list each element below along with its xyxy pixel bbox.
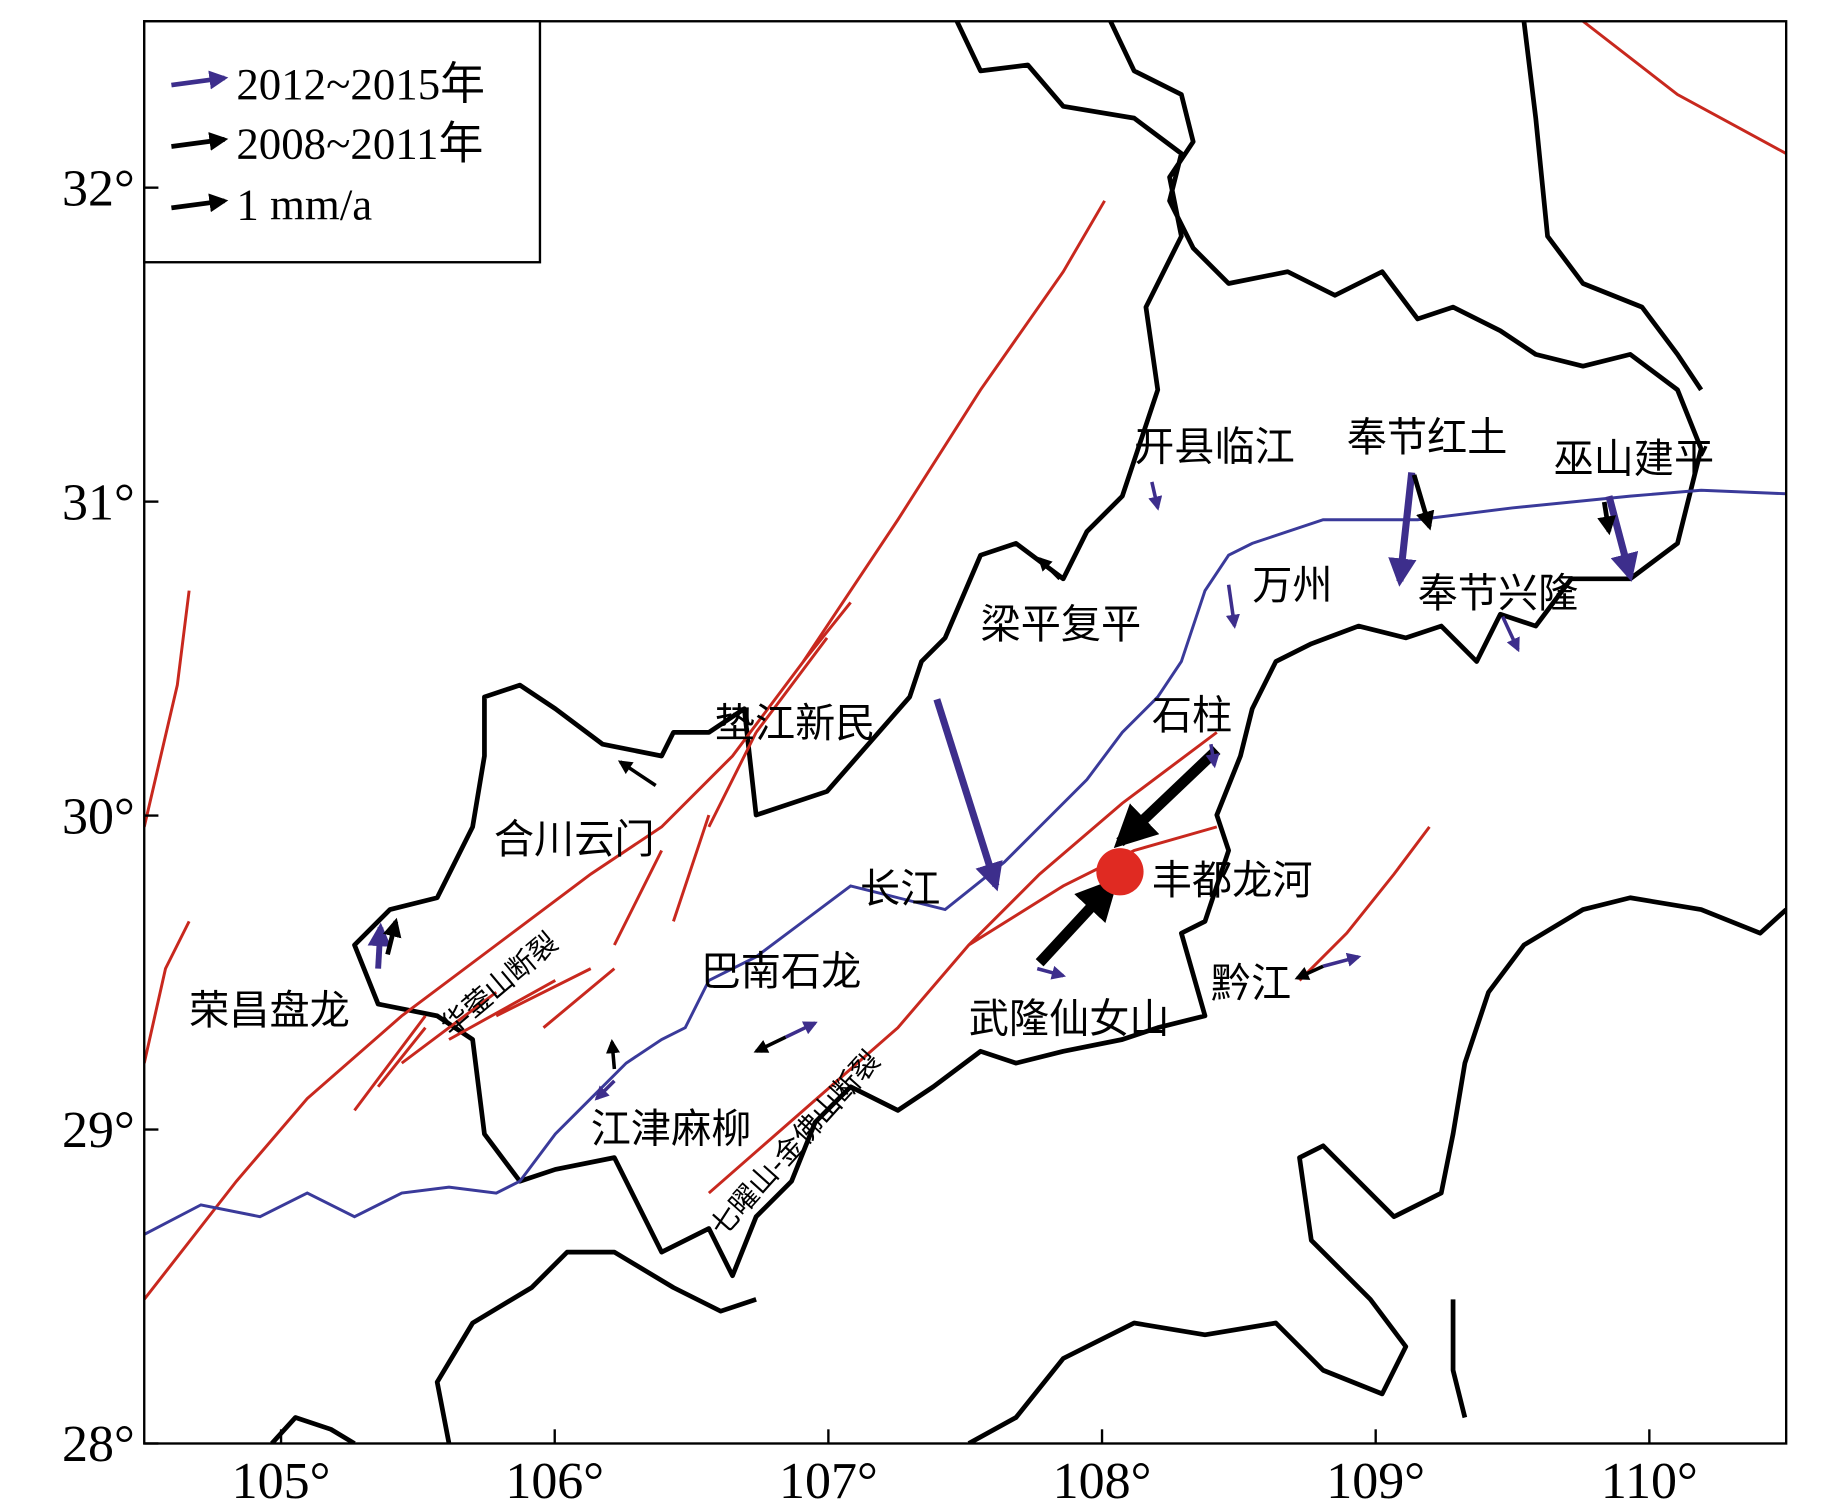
y-tick-label: 29°: [62, 1102, 135, 1159]
place-label: 开县临江: [1134, 425, 1295, 471]
velocity-arrow: [753, 1035, 787, 1053]
place-label: 黔江: [1211, 961, 1291, 1007]
velocity-arrow: [1036, 965, 1066, 980]
place-label: 武隆仙女山: [969, 996, 1170, 1042]
river: [144, 488, 1787, 1236]
fault: [707, 21, 1787, 1195]
velocity-arrow: [1113, 746, 1221, 849]
epicenter: [1096, 848, 1144, 896]
velocity-arrow: [605, 1039, 621, 1070]
legend-arrow: [171, 193, 229, 213]
velocity-arrow: [1294, 964, 1324, 980]
place-labels: 开县临江 奉节红土 巫山建平 万州 梁平复平 奉节兴隆 垫江新民 石柱 合川云门…: [189, 415, 1714, 1242]
place-label: 巴南石龙: [701, 949, 862, 995]
x-tick-label: 110°: [1601, 1453, 1698, 1510]
y-tick-label: 31°: [62, 474, 135, 531]
y-tick-label: 32°: [62, 160, 135, 217]
velocity-arrow: [1322, 952, 1362, 968]
legend-arrow: [171, 70, 229, 90]
place-label: 奉节兴隆: [1418, 571, 1579, 617]
velocity-arrow: [1225, 584, 1240, 629]
velocity-arrow: [594, 1079, 616, 1101]
boundary: [434, 1249, 757, 1444]
fault: [144, 200, 1106, 1301]
place-label: 长江: [860, 866, 940, 912]
velocity-arrow: [383, 917, 402, 956]
legend-label: 1 mm/a: [236, 180, 372, 230]
velocity-arrow: [1597, 501, 1616, 536]
velocity-arrow: [1411, 474, 1435, 531]
velocity-arrow: [1605, 495, 1639, 582]
legend-label: 2012~2015年: [236, 59, 485, 109]
place-label: 奉节红土: [1347, 415, 1508, 461]
boundary: [967, 895, 1787, 1444]
velocity-arrow: [1205, 743, 1220, 769]
velocity-arrow: [1388, 472, 1417, 587]
velocity-arrow: [1501, 615, 1520, 653]
legend: 2012~2015年 2008~2011年 1 mm/a: [143, 20, 542, 264]
place-label: 丰都龙河: [1152, 858, 1313, 904]
place-label: 万州: [1252, 563, 1332, 609]
place-label: 江津麻柳: [591, 1106, 752, 1152]
velocity-arrow: [1148, 481, 1163, 511]
boundary: [352, 21, 1704, 1279]
x-tick-label: 106°: [505, 1453, 604, 1510]
frame: [143, 20, 1788, 1445]
velocity-arrow: [1035, 877, 1119, 967]
boundary: [1450, 1299, 1468, 1419]
legend-label: 2008~2011年: [236, 118, 483, 168]
boundary: [270, 1415, 356, 1444]
y-tick-label: 30°: [62, 788, 135, 845]
x-tick-label: 105°: [232, 1453, 331, 1510]
place-label: 巫山建平: [1553, 437, 1714, 483]
x-tick-label: 107°: [779, 1453, 878, 1510]
place-label: 石柱: [1152, 693, 1232, 739]
velocity-arrow: [1037, 556, 1061, 581]
x-tick-label: 109°: [1326, 1453, 1425, 1510]
velocity-arrow: [933, 698, 1003, 892]
place-label: 荣昌盘龙: [189, 988, 350, 1034]
basemap: [144, 21, 1787, 1444]
velocity-arrow: [367, 922, 392, 969]
velocity-arrow: [617, 760, 657, 788]
velocity-arrow: [784, 1021, 818, 1039]
place-label: 垫江新民: [715, 701, 876, 747]
x-tick-label: 108°: [1053, 1453, 1152, 1510]
fault: [144, 590, 852, 1112]
place-label: 梁平复平: [981, 602, 1142, 648]
boundary: [1521, 21, 1704, 392]
place-label: 合川云门: [494, 817, 655, 863]
y-tick-label: 28°: [62, 1416, 135, 1473]
legend-arrow: [171, 132, 229, 151]
